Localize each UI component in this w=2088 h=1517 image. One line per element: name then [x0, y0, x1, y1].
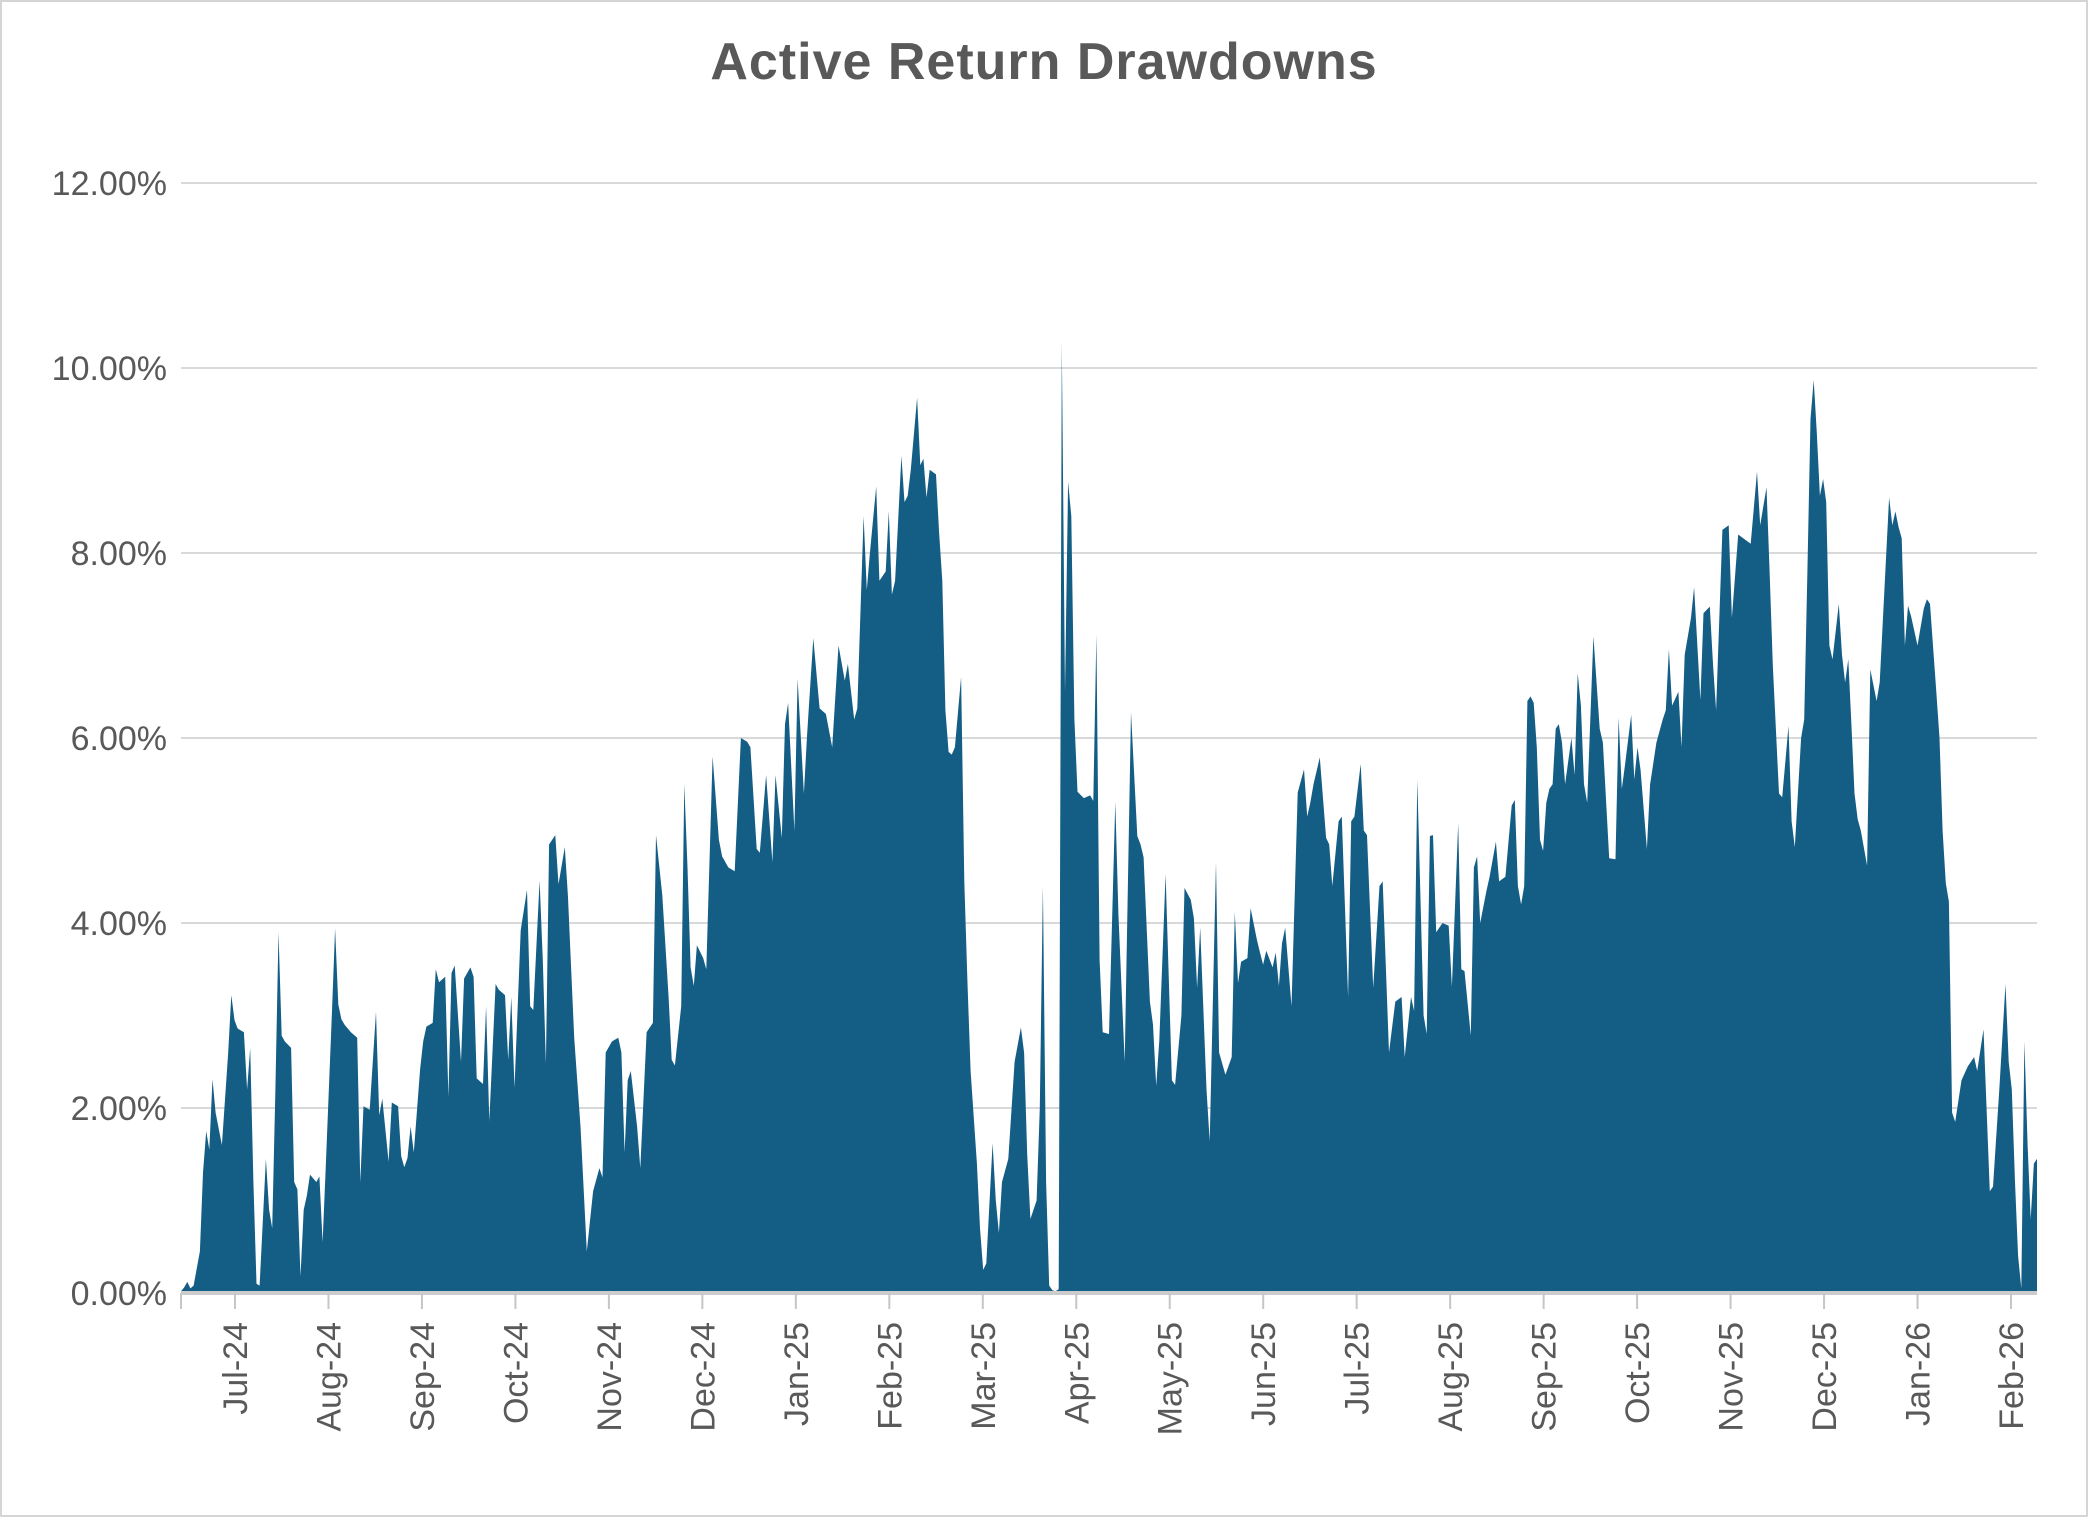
- x-axis-label: Jul-25: [1339, 1322, 1377, 1415]
- x-axis-label: Sep-24: [404, 1322, 442, 1432]
- x-axis-label: Jan-26: [1900, 1322, 1938, 1426]
- x-axis-label: Sep-25: [1526, 1322, 1564, 1432]
- x-axis-label: Dec-25: [1806, 1322, 1844, 1432]
- x-axis-label: Feb-25: [871, 1322, 909, 1430]
- y-axis-label: 0.00%: [71, 1275, 167, 1313]
- x-axis-label: Feb-26: [1993, 1322, 2031, 1430]
- y-axis-label: 2.00%: [71, 1090, 167, 1128]
- x-axis-label: Nov-25: [1713, 1322, 1751, 1432]
- x-axis-label: Mar-25: [965, 1322, 1003, 1430]
- chart-title: Active Return Drawdowns: [710, 33, 1378, 91]
- drawdown-area-series: [181, 342, 2037, 1294]
- x-axis-label: Aug-25: [1432, 1322, 1470, 1432]
- y-axis-label: 8.00%: [71, 535, 167, 573]
- x-axis-label: Dec-24: [684, 1322, 722, 1432]
- x-axis-label: Oct-25: [1619, 1322, 1657, 1424]
- x-axis-label: Jul-24: [217, 1322, 255, 1415]
- x-axis-label: Oct-24: [497, 1322, 535, 1424]
- x-axis-label: May-25: [1152, 1322, 1190, 1435]
- x-axis-label: Apr-25: [1058, 1322, 1096, 1424]
- x-axis-label: Nov-24: [591, 1322, 629, 1432]
- y-axis-label: 10.00%: [52, 350, 167, 388]
- x-axis-label: Aug-24: [310, 1322, 348, 1432]
- y-axis-label: 12.00%: [52, 165, 167, 203]
- x-axis-label: Jun-25: [1245, 1322, 1283, 1426]
- y-axis-label: 4.00%: [71, 905, 167, 943]
- x-axis-label: Jan-25: [778, 1322, 816, 1426]
- y-axis-label: 6.00%: [71, 720, 167, 758]
